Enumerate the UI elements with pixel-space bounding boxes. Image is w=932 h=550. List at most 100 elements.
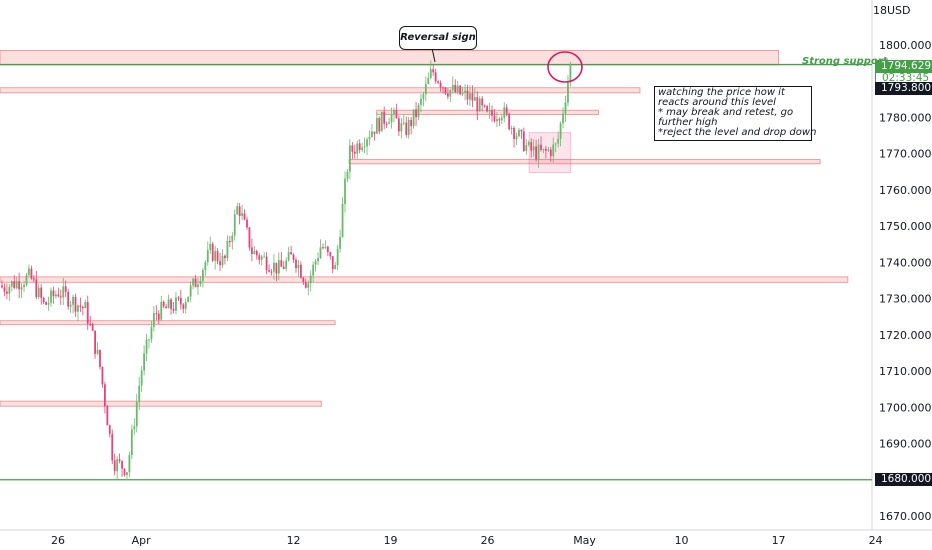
candle-body xyxy=(549,149,552,157)
candle-body xyxy=(375,117,378,134)
candle-body xyxy=(155,313,158,315)
y-axis[interactable]: 1800.0001790.0001780.0001770.0001760.000… xyxy=(873,4,932,523)
y-tick-label: 1730.000 xyxy=(879,293,932,306)
y-tick-label: 1750.000 xyxy=(879,220,932,233)
callout-pointer xyxy=(431,47,436,63)
candle-body xyxy=(138,385,141,403)
x-tick-label: May xyxy=(573,534,596,547)
candle-body xyxy=(179,297,182,305)
candle-body xyxy=(123,468,126,475)
candle-body xyxy=(481,98,484,106)
candle-body xyxy=(508,113,511,130)
candle-body xyxy=(390,113,393,123)
candle-body xyxy=(209,243,212,251)
x-tick-label: 26 xyxy=(481,534,495,547)
candle-body xyxy=(15,281,18,288)
candle-body xyxy=(42,297,45,303)
candle-body xyxy=(280,260,283,267)
candle-body xyxy=(263,256,266,258)
candle-body xyxy=(108,425,111,434)
candle-body xyxy=(341,204,344,237)
candle-body xyxy=(564,102,567,114)
candle-body xyxy=(552,144,555,157)
candle-body xyxy=(277,260,280,274)
candle-body xyxy=(170,299,172,309)
candle-body xyxy=(412,109,415,126)
candle-body xyxy=(326,246,329,253)
candle-body xyxy=(368,136,371,140)
candle-body xyxy=(273,262,275,272)
x-tick-label: 24 xyxy=(869,534,883,547)
candle-body xyxy=(285,260,288,269)
candle-body xyxy=(324,246,327,248)
candles-layer xyxy=(1,60,572,481)
note-line: reacts around this level xyxy=(658,97,776,108)
candle-body xyxy=(503,107,506,118)
note-line: *reject the level and drop down xyxy=(658,127,817,138)
candle-body xyxy=(184,301,187,309)
candle-body xyxy=(451,84,454,90)
candle-body xyxy=(545,148,547,151)
candle-body xyxy=(290,252,292,255)
currency-label[interactable]: USD xyxy=(887,4,911,17)
candle-body xyxy=(59,296,62,298)
candle-body xyxy=(559,123,562,139)
candle-body xyxy=(175,297,177,311)
candle-body xyxy=(126,472,128,475)
y-tick-label: 1690.000 xyxy=(879,438,932,451)
candle-body xyxy=(402,122,405,124)
candle-body xyxy=(86,302,89,324)
y-tick-label: 1800.000 xyxy=(879,39,932,52)
candle-body xyxy=(260,256,263,260)
candle-body xyxy=(510,128,513,130)
candle-body xyxy=(461,92,464,95)
candle-body xyxy=(415,109,417,118)
candle-body xyxy=(13,281,16,288)
candle-body xyxy=(62,286,65,298)
candle-body xyxy=(236,206,239,215)
candle-body xyxy=(567,82,569,103)
candle-body xyxy=(150,326,153,340)
x-tick-label: Apr xyxy=(132,534,152,547)
candle-body xyxy=(439,82,442,88)
candle-body xyxy=(456,85,459,93)
y-tick-label: 1720.000 xyxy=(879,329,932,342)
candle-body xyxy=(206,250,209,263)
candle-body xyxy=(1,285,3,288)
candle-body xyxy=(81,306,84,309)
x-axis[interactable]: 26 Apr 12 19 26 May 10 17 24 xyxy=(51,534,883,547)
candle-body xyxy=(297,264,300,269)
candle-body xyxy=(265,256,268,271)
candle-body xyxy=(226,240,229,259)
y-tick-label: 1710.000 xyxy=(879,365,932,378)
candle-body xyxy=(246,219,248,228)
candle-body xyxy=(182,304,185,309)
candle-body xyxy=(72,296,74,305)
zones-layer xyxy=(0,50,849,407)
candle-body xyxy=(373,131,376,134)
candle-body xyxy=(295,259,297,269)
candle-body xyxy=(10,281,13,287)
candle-body xyxy=(319,247,322,259)
candle-body xyxy=(424,83,427,95)
candle-body xyxy=(429,69,432,79)
candle-body xyxy=(91,324,94,331)
candle-body xyxy=(522,131,525,151)
candle-body xyxy=(106,406,109,426)
candle-body xyxy=(37,287,40,298)
candle-body xyxy=(442,87,444,89)
candle-body xyxy=(77,305,79,312)
strong-support-label: Strong support xyxy=(802,56,888,67)
candle-body xyxy=(454,84,457,93)
candle-body xyxy=(251,247,253,254)
candle-body xyxy=(3,287,6,292)
candle-body xyxy=(69,304,72,307)
candle-body xyxy=(113,460,116,472)
x-tick-label: 10 xyxy=(675,534,689,547)
x-tick-label: 26 xyxy=(51,534,65,547)
candle-body xyxy=(498,119,501,121)
candle-body xyxy=(331,256,334,270)
candle-body xyxy=(535,146,537,160)
candle-body xyxy=(135,402,138,427)
